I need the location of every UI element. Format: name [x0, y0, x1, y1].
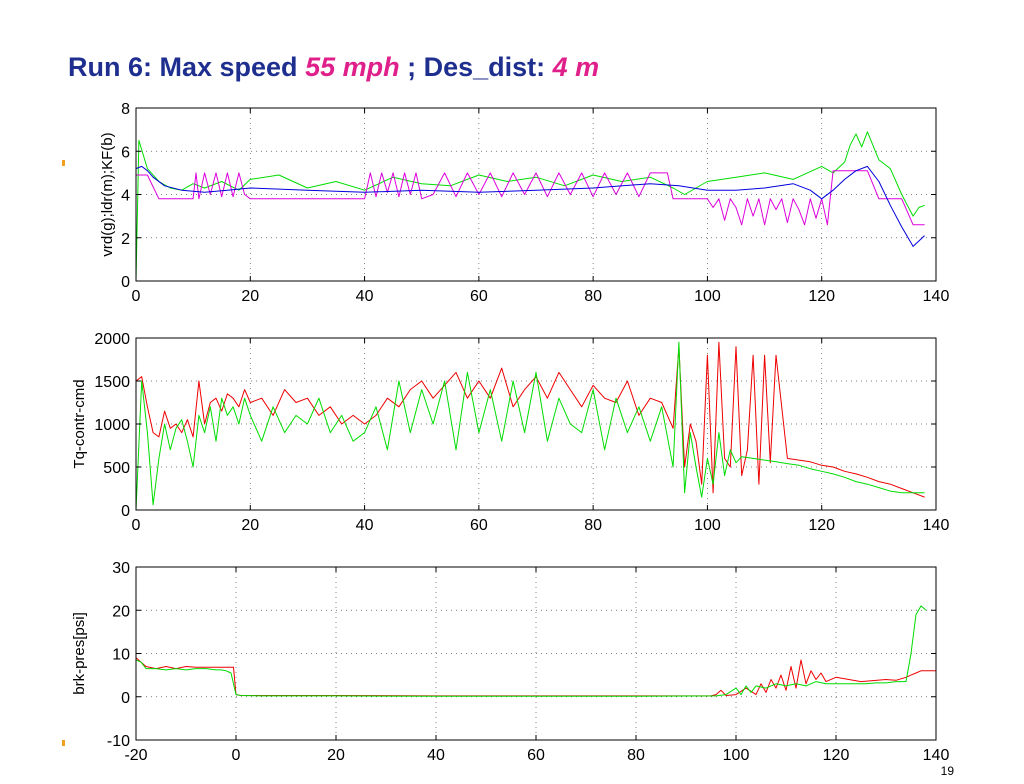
y-tick-label: 0: [121, 274, 130, 291]
x-tick-label: 100: [694, 517, 721, 534]
x-tick-label: 0: [232, 747, 241, 764]
y-tick-label: 1500: [94, 374, 130, 391]
series-line-1: [135, 341, 925, 498]
x-tick-label: 0: [132, 517, 141, 534]
bullet-marker-bottom: [62, 740, 65, 746]
x-tick-label: 40: [427, 747, 445, 764]
chart-panel-1: 0 20 40 60 80 100 120 140 0 2 4 6 8 vrd(g);ldr(m);KF(…: [99, 101, 949, 305]
x-tick-label: 40: [356, 517, 374, 534]
title-max-speed: 55 mph: [305, 52, 400, 82]
x-tick-label: 40: [356, 288, 374, 305]
series-line-1: [135, 131, 925, 282]
series-line-2: [135, 341, 925, 511]
y-axis-label: Tq-contr-cmd: [71, 379, 88, 468]
x-tick-label: 80: [584, 288, 602, 305]
x-tick-label: 80: [627, 747, 645, 764]
x-tick-label: 100: [723, 747, 750, 764]
series-line-2: [135, 605, 927, 697]
x-tick-label: 120: [808, 517, 835, 534]
x-tick-label: 60: [470, 288, 488, 305]
page-number: 19: [940, 764, 954, 778]
y-tick-label: 10: [112, 647, 130, 664]
chart-panel-2: 0 20 40 60 80 100 120 140 0 500 1000 1500 2000 Tq-con…: [71, 331, 949, 534]
series-line-2: [136, 170, 925, 226]
x-tick-label: 80: [584, 517, 602, 534]
y-tick-label: 0: [121, 690, 130, 707]
chart-panel-3: -20 0 20 40 60 80 100 120 140 -10 0 10 20 30 brk-pres[…: [71, 560, 949, 764]
y-axis-label: vrd(g);ldr(m);KF(b): [99, 132, 116, 256]
title-prefix: Run 6: Max speed: [68, 52, 306, 82]
y-tick-label: 1000: [94, 417, 130, 434]
x-tick-label: 100: [694, 288, 721, 305]
x-tick-label: 140: [923, 747, 950, 764]
x-tick-label: 140: [923, 517, 950, 534]
x-tick-label: 20: [241, 517, 259, 534]
x-tick-label: 120: [808, 288, 835, 305]
x-tick-label: 140: [923, 288, 950, 305]
slide-title: Run 6: Max speed 55 mph ; Des_dist: 4 m: [68, 52, 599, 83]
series-line-1: [135, 657, 936, 697]
title-des-dist: 4 m: [552, 52, 600, 82]
y-axis-label: brk-pres[psi]: [71, 612, 88, 695]
y-tick-label: 2000: [94, 331, 130, 348]
y-tick-label: 6: [121, 144, 130, 161]
x-tick-label: 60: [527, 747, 545, 764]
y-tick-label: 4: [121, 188, 130, 205]
x-tick-label: -20: [124, 747, 147, 764]
x-tick-label: 120: [823, 747, 850, 764]
x-tick-label: 20: [241, 288, 259, 305]
y-tick-label: -10: [107, 733, 130, 750]
y-tick-label: 500: [103, 460, 130, 477]
bullet-marker-top: [62, 160, 65, 166]
y-tick-label: 8: [121, 101, 130, 118]
y-tick-label: 30: [112, 560, 130, 577]
title-mid: ; Des_dist:: [399, 52, 553, 82]
y-tick-label: 2: [121, 231, 130, 248]
series-line-3: [135, 165, 925, 247]
y-tick-label: 0: [121, 503, 130, 520]
y-tick-label: 20: [112, 603, 130, 620]
x-tick-label: 0: [132, 288, 141, 305]
x-tick-label: 20: [327, 747, 345, 764]
x-tick-label: 60: [470, 517, 488, 534]
